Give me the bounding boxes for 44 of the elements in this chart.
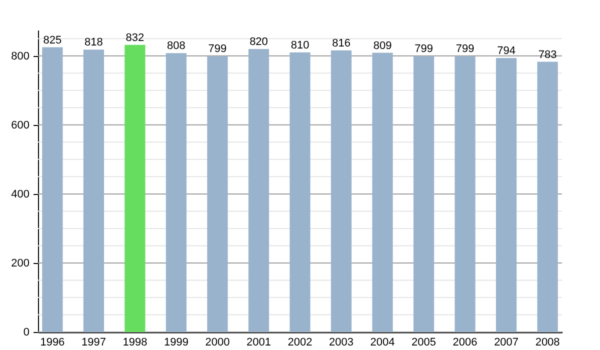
- x-tick-label: 2001: [246, 336, 271, 348]
- bar: [42, 47, 63, 332]
- x-tick-label: 1996: [40, 336, 65, 348]
- data-label: 810: [290, 39, 310, 52]
- data-label: 816: [332, 37, 350, 50]
- data-label: 799: [414, 43, 433, 56]
- bar: [372, 52, 393, 332]
- bar: [496, 58, 517, 332]
- data-label: 825: [43, 34, 62, 46]
- x-tick-label: 2006: [452, 336, 478, 348]
- y-tick-label: 200: [11, 257, 30, 270]
- bar: [207, 56, 228, 332]
- x-tick-label: 2008: [535, 336, 560, 348]
- y-tick-label: 800: [11, 50, 30, 62]
- y-tick-label: 600: [11, 119, 30, 132]
- x-tick-label: 2004: [370, 336, 395, 348]
- x-tick-label: 1997: [81, 336, 106, 348]
- bar: [248, 48, 270, 332]
- bar: [454, 56, 476, 332]
- data-label: 820: [250, 36, 268, 48]
- x-tick-label: 1998: [122, 336, 148, 348]
- x-tick-label: 2002: [288, 336, 312, 348]
- x-tick-label: 2007: [494, 336, 519, 348]
- data-label: 808: [167, 40, 186, 52]
- data-label: 783: [538, 48, 557, 61]
- data-label: 794: [497, 44, 516, 57]
- data-label: 809: [373, 40, 392, 52]
- bar: [290, 52, 310, 332]
- bar: [537, 62, 558, 332]
- x-tick-label: 2000: [205, 336, 230, 348]
- bar: [166, 53, 187, 332]
- x-tick-label: 1999: [164, 336, 188, 348]
- data-label: 832: [126, 32, 144, 44]
- bar: [413, 56, 434, 332]
- data-label: 799: [208, 43, 227, 56]
- data-label: 818: [84, 36, 103, 49]
- bar: [330, 50, 352, 332]
- bar: [124, 44, 146, 332]
- y-tick-label: 0: [23, 326, 30, 338]
- x-tick-label: 2005: [412, 336, 436, 348]
- data-label: 799: [456, 43, 474, 56]
- x-tick-label: 2003: [329, 336, 354, 348]
- bar: [83, 50, 104, 332]
- y-tick-label: 400: [11, 188, 30, 200]
